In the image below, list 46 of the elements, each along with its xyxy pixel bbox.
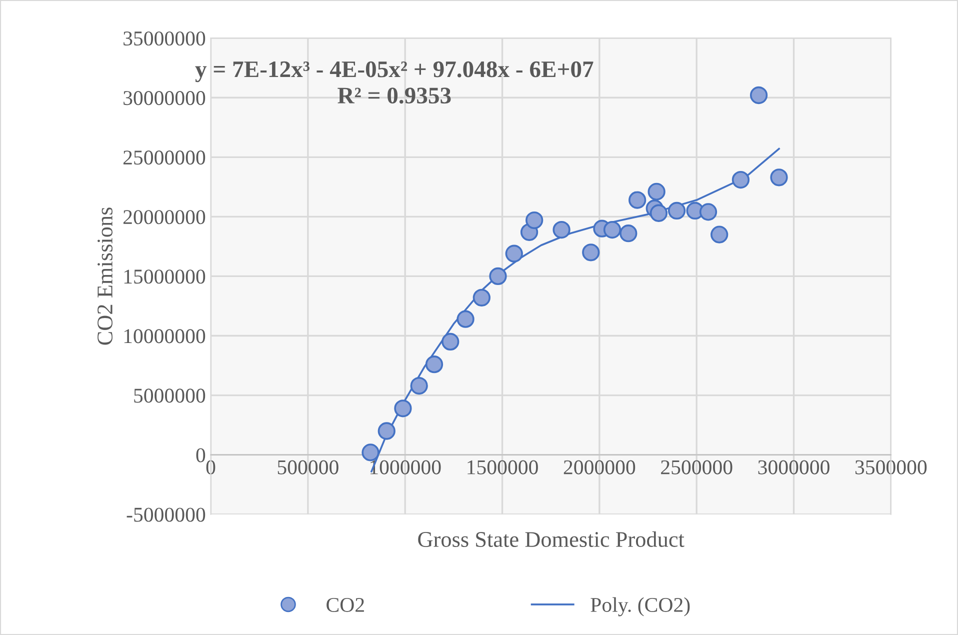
y-tick-label: 0 bbox=[196, 448, 206, 462]
point bbox=[410, 376, 428, 395]
point bbox=[582, 244, 600, 262]
x-tick-label: 3000000 bbox=[758, 460, 830, 474]
point bbox=[456, 310, 474, 328]
point bbox=[732, 170, 750, 189]
point bbox=[628, 191, 646, 209]
point bbox=[394, 400, 412, 418]
annotation: y = 7E-12x³ - 4E-05x² + 97.048x - 6E+07 bbox=[195, 61, 594, 82]
point bbox=[603, 220, 622, 239]
point bbox=[710, 226, 728, 244]
point bbox=[648, 182, 666, 201]
point bbox=[489, 267, 507, 286]
point bbox=[472, 288, 490, 306]
point bbox=[552, 220, 570, 239]
x-tick-label: 0 bbox=[206, 460, 216, 474]
point bbox=[425, 356, 444, 374]
point bbox=[668, 202, 686, 220]
y-tick-label: 30000000 bbox=[124, 91, 206, 106]
x-axis-title: Gross State Domestic Product bbox=[418, 531, 684, 547]
annotation: R² = 0.9353 bbox=[338, 88, 451, 104]
legend-label: CO2 bbox=[326, 598, 364, 612]
y-tick-label: 15000000 bbox=[124, 270, 206, 284]
y-axis-title: CO2 Emissions bbox=[98, 208, 112, 345]
point bbox=[505, 244, 523, 262]
x-tick-label: 2500000 bbox=[661, 460, 732, 474]
y-tick-label: 5000000 bbox=[134, 388, 206, 403]
x-tick-label: 2000000 bbox=[564, 460, 636, 474]
point bbox=[526, 211, 544, 230]
y-tick-label: 35000000 bbox=[124, 31, 206, 46]
point bbox=[362, 444, 380, 462]
point bbox=[442, 332, 460, 351]
legend-label: Poly. (CO2) bbox=[590, 597, 690, 616]
x-tick-label: 3500000 bbox=[855, 460, 927, 474]
y-tick-label: 25000000 bbox=[123, 150, 206, 165]
y-tick-label: -5000000 bbox=[126, 508, 206, 522]
x-tick-label: 500000 bbox=[278, 460, 338, 474]
point bbox=[378, 422, 396, 440]
point bbox=[650, 204, 668, 222]
x-tick-label: 1500000 bbox=[468, 460, 538, 474]
y-tick-label: 10000000 bbox=[124, 329, 206, 344]
point bbox=[770, 168, 788, 186]
point bbox=[699, 203, 718, 221]
point bbox=[620, 224, 638, 242]
point bbox=[750, 86, 768, 104]
y-tick-label: 20000000 bbox=[123, 210, 206, 224]
